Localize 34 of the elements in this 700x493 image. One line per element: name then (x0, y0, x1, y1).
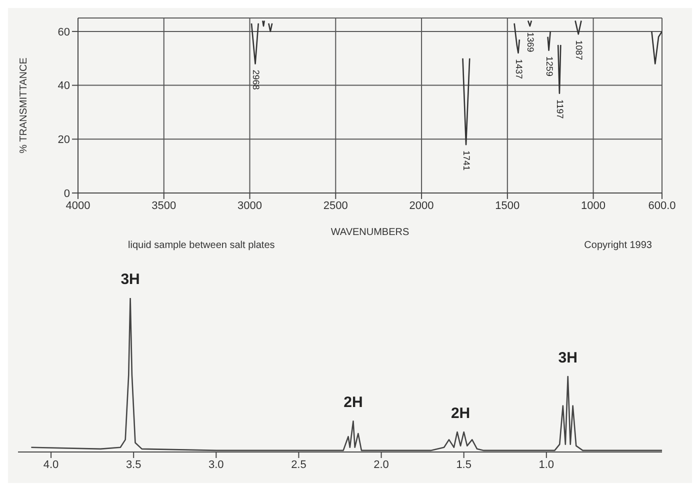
x-tick-label: 3.0 (208, 458, 224, 471)
x-tick-label: 3000 (238, 200, 262, 212)
x-axis-title: WAVENUMBERS (330, 227, 410, 238)
text: Copyright 1993 (584, 240, 652, 251)
annotation: 1087 (574, 40, 584, 60)
annotation: 1197 (555, 99, 566, 119)
y-tick-label: 0 (64, 188, 70, 200)
x-tick-label: 1.0 (538, 458, 554, 471)
x-tick-label: 2000 (409, 200, 434, 212)
x-tick-label: 2.5 (291, 458, 306, 471)
annotation: 1259 (544, 56, 554, 76)
y-axis-title: % TRANSMITTANCE (18, 57, 30, 154)
y-tick-label: 60 (58, 26, 70, 38)
annotation: 2H (450, 404, 470, 422)
annotation: 2H (344, 394, 363, 412)
annotation: 3H (120, 271, 140, 288)
y-tick-label: 40 (58, 80, 70, 92)
x-tick-label: 3.5 (126, 458, 142, 471)
y-tick-label: 20 (58, 134, 70, 146)
annotation: 1437 (514, 59, 524, 80)
text: liquid sample between salt plates (128, 240, 275, 251)
annotation: 3H (558, 350, 578, 367)
x-tick-label: 3500 (152, 200, 176, 212)
x-tick-label: 1.5 (456, 458, 472, 471)
x-tick-label: 1500 (495, 200, 520, 212)
x-tick-label: 4000 (66, 200, 90, 212)
x-tick-label: 600.0 (648, 200, 676, 212)
x-tick-label: 2500 (323, 200, 348, 212)
x-tick-label: 2.0 (374, 458, 389, 471)
x-tick-label: 4.0 (43, 458, 59, 471)
annotation: 1369 (526, 32, 536, 52)
x-tick-label: 1000 (581, 200, 606, 212)
annotation: 1741 (462, 150, 472, 171)
annotation: 2968 (250, 70, 261, 90)
